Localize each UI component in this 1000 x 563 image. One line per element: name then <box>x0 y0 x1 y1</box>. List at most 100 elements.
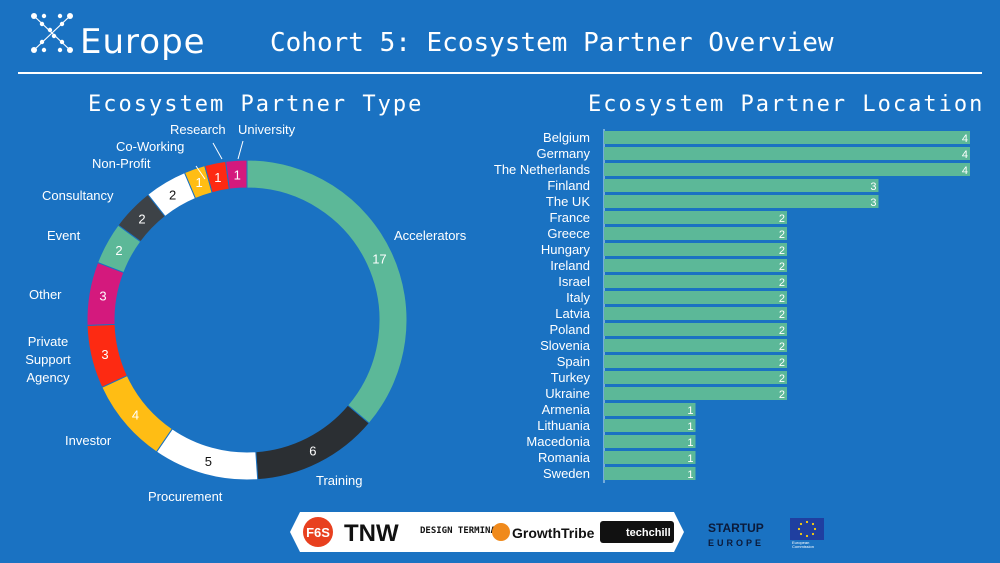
bar-romania <box>604 451 696 464</box>
donut-category-label: Accelerators <box>394 228 467 243</box>
bar-latvia <box>604 307 787 320</box>
donut-value-label: 2 <box>169 187 176 202</box>
bar-macedonia <box>604 435 696 448</box>
bar-value-label: 2 <box>779 325 785 337</box>
bar-the-uk <box>604 195 879 208</box>
logo-text: Europe <box>80 22 206 62</box>
f6s-logo: F6S <box>303 517 333 547</box>
bar-category-label: Macedonia <box>526 434 590 449</box>
bar-value-label: 2 <box>779 373 785 385</box>
startup-europe-line-2: EUROPE <box>708 538 764 548</box>
bar-spain <box>604 355 787 368</box>
bar-category-label: Turkey <box>551 370 591 385</box>
bar-value-label: 2 <box>779 341 785 353</box>
bar-hungary <box>604 243 787 256</box>
header: Europe Cohort 5: Ecosystem Partner Overv… <box>0 0 1000 75</box>
donut-value-label: 1 <box>234 167 241 182</box>
donut-category-label: Research <box>170 122 226 137</box>
donut-value-label: 3 <box>99 289 106 304</box>
donut-value-label: 2 <box>115 243 122 258</box>
bar-value-label: 1 <box>687 453 693 465</box>
bar-value-label: 2 <box>779 309 785 321</box>
bar-value-label: 1 <box>687 469 693 481</box>
bar-value-label: 4 <box>962 165 968 177</box>
bar-category-label: Poland <box>550 322 590 337</box>
bar-slovenia <box>604 339 787 352</box>
bar-israel <box>604 275 787 288</box>
bar-turkey <box>604 371 787 384</box>
bar-value-label: 1 <box>687 437 693 449</box>
bar-category-label: Greece <box>547 226 590 241</box>
bar-category-label: Belgium <box>543 130 590 145</box>
techchill-logo-text: techchill <box>626 527 671 539</box>
bar-value-label: 2 <box>779 357 785 369</box>
bar-category-label: The Netherlands <box>494 162 591 177</box>
donut-category-label: Event <box>47 228 81 243</box>
bar-value-label: 1 <box>687 421 693 433</box>
bar-value-label: 3 <box>870 197 876 209</box>
bar-value-label: 2 <box>779 293 785 305</box>
donut-slice-accelerators <box>246 159 408 425</box>
bar-category-label: Finland <box>547 178 590 193</box>
bar-category-label: Israel <box>558 274 590 289</box>
growthtribe-logo-text: GrowthTribe <box>512 525 595 541</box>
donut-leader-line <box>237 140 244 160</box>
bar-category-label: Romania <box>538 450 591 465</box>
donut-value-label: 17 <box>372 252 386 267</box>
donut-chart-title: Ecosystem Partner Type <box>88 92 424 117</box>
donut-category-label: Investor <box>65 433 112 448</box>
design-terminal-logo: DESIGN TERMINAL <box>420 526 502 536</box>
donut-slice-university <box>225 159 248 190</box>
bar-category-label: Slovenia <box>540 338 591 353</box>
bar-armenia <box>604 403 696 416</box>
bar-value-label: 2 <box>779 261 785 273</box>
bar-value-label: 2 <box>779 389 785 401</box>
donut-category-label: Other <box>29 287 62 302</box>
bar-category-label: Ukraine <box>545 386 590 401</box>
donut-category-label: Training <box>316 473 362 488</box>
bar-category-label: Germany <box>537 146 591 161</box>
donut-category-label: University <box>238 122 296 137</box>
x-dots-logo-icon <box>31 13 73 53</box>
bar-category-label: Latvia <box>555 306 590 321</box>
bar-italy <box>604 291 787 304</box>
bar-germany <box>604 147 970 160</box>
startup-europe-logo: STARTUP EUROPE <box>708 521 764 548</box>
bar-ukraine <box>604 387 787 400</box>
eu-flag-icon: European Commission <box>790 518 824 549</box>
donut-value-label: 2 <box>138 212 145 227</box>
donut-category-label: Co-Working <box>116 139 184 154</box>
donut-leader-line <box>212 142 223 160</box>
bar-category-label: Lithuania <box>537 418 591 433</box>
eu-label-line-2: Commission <box>792 544 814 549</box>
bar-finland <box>604 179 879 192</box>
growthtribe-logo: GrowthTribe <box>492 523 595 541</box>
bar-the-netherlands <box>604 163 970 176</box>
bar-category-label: Ireland <box>550 258 590 273</box>
bar-poland <box>604 323 787 336</box>
bar-greece <box>604 227 787 240</box>
bar-category-label: France <box>550 210 590 225</box>
bar-category-label: Spain <box>557 354 590 369</box>
bar-value-label: 2 <box>779 229 785 241</box>
bar-sweden <box>604 467 696 480</box>
page-title: Cohort 5: Ecosystem Partner Overview <box>270 28 834 58</box>
bar-value-label: 1 <box>687 405 693 417</box>
donut-value-label: 5 <box>205 454 212 469</box>
bar-value-label: 2 <box>779 277 785 289</box>
bar-category-label: Armenia <box>542 402 591 417</box>
bar-value-label: 2 <box>779 213 785 225</box>
donut-category-label: Procurement <box>148 489 223 504</box>
bar-category-label: The UK <box>546 194 590 209</box>
donut-value-label: 4 <box>132 407 139 422</box>
bar-france <box>604 211 787 224</box>
donut-value-label: 1 <box>195 175 202 190</box>
bar-category-label: Hungary <box>541 242 591 257</box>
donut-leader-line <box>195 165 206 180</box>
eu-label-line-1: European <box>792 540 809 545</box>
bar-chart-title: Ecosystem Partner Location <box>588 92 985 117</box>
tnw-logo: TNW <box>344 520 399 547</box>
donut-category-label: Consultancy <box>42 188 114 203</box>
bar-value-label: 4 <box>962 133 968 145</box>
